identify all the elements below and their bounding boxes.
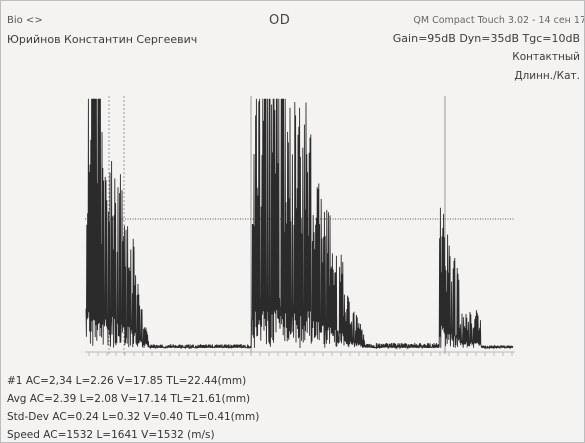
- depth-ticks: [89, 352, 512, 356]
- probe-mode: Контактный: [512, 51, 580, 63]
- device-info: QM Compact Touch 3.02 - 14 сен 17: [413, 15, 585, 27]
- echo-trace: [86, 99, 513, 348]
- eye-type: Длинн./Кат.: [514, 70, 580, 82]
- gain-settings: Gain=95dB Dyn=35dB Tgc=10dB: [393, 33, 580, 45]
- measurement-std-dev: Std-Dev AC=0.24 L=0.32 V=0.40 TL=0.41(mm…: [7, 411, 259, 423]
- measurement-average: Avg AC=2.39 L=2.08 V=17.14 TL=21.61(mm): [7, 393, 250, 405]
- measurement-1: #1 AC=2,34 L=2.26 V=17.85 TL=22.44(mm): [7, 375, 246, 387]
- eye-label: OD: [269, 15, 290, 27]
- patient-name: Юрийнов Константин Сергеевич: [7, 34, 197, 46]
- bio-label: Bio <>: [7, 15, 43, 27]
- a-scan-plot[interactable]: [81, 86, 521, 371]
- measurement-speed: Speed AC=1532 L=1641 V=1532 (m/s): [7, 429, 215, 441]
